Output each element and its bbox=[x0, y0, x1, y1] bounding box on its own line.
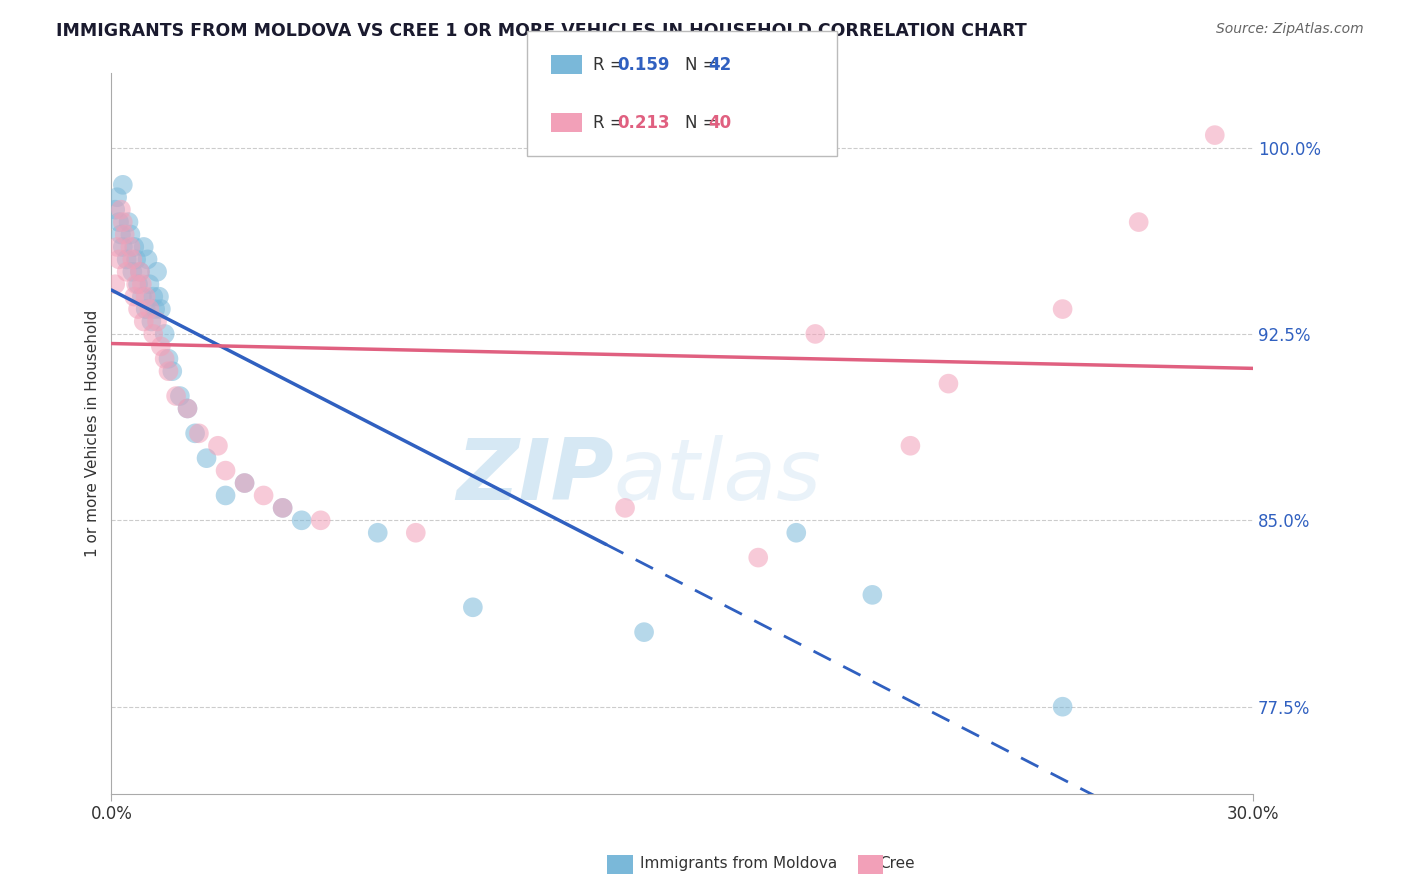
Point bbox=[111, 215, 134, 229]
Point bbox=[461, 600, 484, 615]
Point bbox=[127, 277, 149, 292]
Point bbox=[146, 265, 169, 279]
Point bbox=[614, 500, 637, 515]
Point bbox=[1052, 699, 1074, 714]
Point bbox=[252, 488, 274, 502]
Point bbox=[149, 301, 172, 316]
Point bbox=[214, 488, 236, 502]
Point bbox=[120, 227, 142, 242]
Point bbox=[120, 240, 142, 254]
Point bbox=[214, 464, 236, 478]
Point bbox=[122, 290, 145, 304]
Point bbox=[105, 240, 128, 254]
Point bbox=[165, 389, 187, 403]
Point bbox=[309, 513, 332, 527]
Point bbox=[187, 426, 209, 441]
Point bbox=[135, 301, 157, 316]
Point bbox=[233, 476, 256, 491]
Point bbox=[1052, 301, 1074, 316]
Point bbox=[138, 301, 160, 316]
Point bbox=[633, 625, 655, 640]
Point bbox=[104, 277, 127, 292]
Point bbox=[110, 227, 132, 242]
Point bbox=[938, 376, 960, 391]
Point bbox=[114, 227, 136, 242]
Point bbox=[111, 240, 134, 254]
Point bbox=[785, 525, 807, 540]
Text: IMMIGRANTS FROM MOLDOVA VS CREE 1 OR MORE VEHICLES IN HOUSEHOLD CORRELATION CHAR: IMMIGRANTS FROM MOLDOVA VS CREE 1 OR MOR… bbox=[56, 22, 1026, 40]
Point bbox=[131, 290, 153, 304]
Point bbox=[127, 301, 149, 316]
Point bbox=[108, 252, 131, 267]
Point bbox=[157, 351, 180, 366]
Point bbox=[148, 290, 170, 304]
Point bbox=[121, 252, 143, 267]
Point bbox=[125, 252, 148, 267]
Point bbox=[132, 314, 155, 328]
Point bbox=[804, 326, 827, 341]
Point bbox=[117, 215, 139, 229]
Point bbox=[110, 202, 132, 217]
Text: 0.213: 0.213 bbox=[617, 113, 669, 132]
Point bbox=[233, 476, 256, 491]
Point bbox=[747, 550, 769, 565]
Point bbox=[184, 426, 207, 441]
Point bbox=[105, 190, 128, 204]
Point bbox=[121, 265, 143, 279]
Point bbox=[195, 451, 218, 466]
Point bbox=[142, 326, 165, 341]
Point bbox=[162, 364, 184, 378]
Point bbox=[860, 588, 883, 602]
Point bbox=[1204, 128, 1226, 142]
Point bbox=[149, 339, 172, 353]
Point bbox=[131, 277, 153, 292]
Point bbox=[129, 265, 152, 279]
Point bbox=[135, 290, 157, 304]
Point bbox=[125, 277, 148, 292]
Point bbox=[138, 277, 160, 292]
Text: N =: N = bbox=[685, 113, 721, 132]
Text: ZIP: ZIP bbox=[456, 435, 613, 518]
Point bbox=[153, 351, 176, 366]
Point bbox=[271, 500, 294, 515]
Point bbox=[136, 252, 159, 267]
Point bbox=[132, 240, 155, 254]
Point bbox=[291, 513, 314, 527]
Text: Immigrants from Moldova: Immigrants from Moldova bbox=[640, 856, 837, 871]
Point bbox=[405, 525, 427, 540]
Point bbox=[176, 401, 198, 416]
Point bbox=[176, 401, 198, 416]
Point bbox=[115, 252, 138, 267]
Point bbox=[207, 439, 229, 453]
Point bbox=[146, 314, 169, 328]
Text: 40: 40 bbox=[709, 113, 731, 132]
Point bbox=[142, 290, 165, 304]
Text: R =: R = bbox=[593, 113, 630, 132]
Point bbox=[108, 215, 131, 229]
Text: 42: 42 bbox=[709, 55, 733, 74]
Text: Source: ZipAtlas.com: Source: ZipAtlas.com bbox=[1216, 22, 1364, 37]
Point bbox=[141, 314, 163, 328]
Point bbox=[157, 364, 180, 378]
Text: Cree: Cree bbox=[879, 856, 914, 871]
Point bbox=[271, 500, 294, 515]
Point bbox=[900, 439, 922, 453]
Text: N =: N = bbox=[685, 55, 721, 74]
Point bbox=[1128, 215, 1150, 229]
Point bbox=[129, 265, 152, 279]
Point bbox=[169, 389, 191, 403]
Text: atlas: atlas bbox=[613, 435, 821, 518]
Text: 0.159: 0.159 bbox=[617, 55, 669, 74]
Point bbox=[143, 301, 166, 316]
Point bbox=[367, 525, 389, 540]
Point bbox=[122, 240, 145, 254]
Text: R =: R = bbox=[593, 55, 630, 74]
Y-axis label: 1 or more Vehicles in Household: 1 or more Vehicles in Household bbox=[86, 310, 100, 557]
Point bbox=[115, 265, 138, 279]
Point bbox=[104, 202, 127, 217]
Point bbox=[153, 326, 176, 341]
Point bbox=[111, 178, 134, 192]
